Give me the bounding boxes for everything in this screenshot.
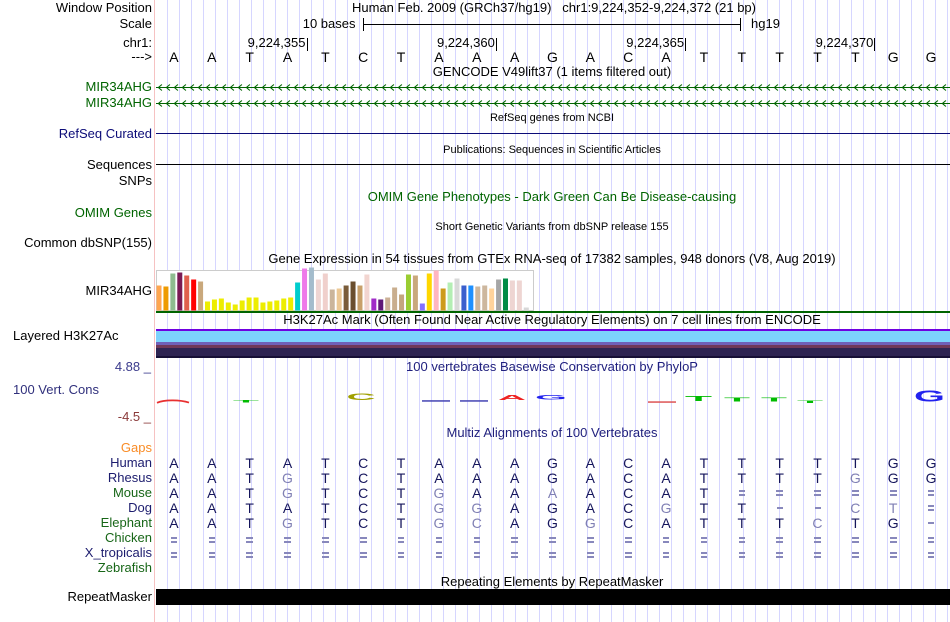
- svg-text:C: C: [346, 393, 375, 403]
- svg-text:T: T: [724, 397, 751, 403]
- svg-text:T: T: [685, 394, 713, 403]
- svg-text:G: G: [535, 394, 567, 401]
- svg-text:T: T: [233, 399, 260, 403]
- svg-text:G: G: [914, 388, 945, 405]
- svg-text:T: T: [797, 400, 824, 404]
- svg-text:A: A: [498, 393, 526, 401]
- svg-text:T: T: [761, 397, 788, 403]
